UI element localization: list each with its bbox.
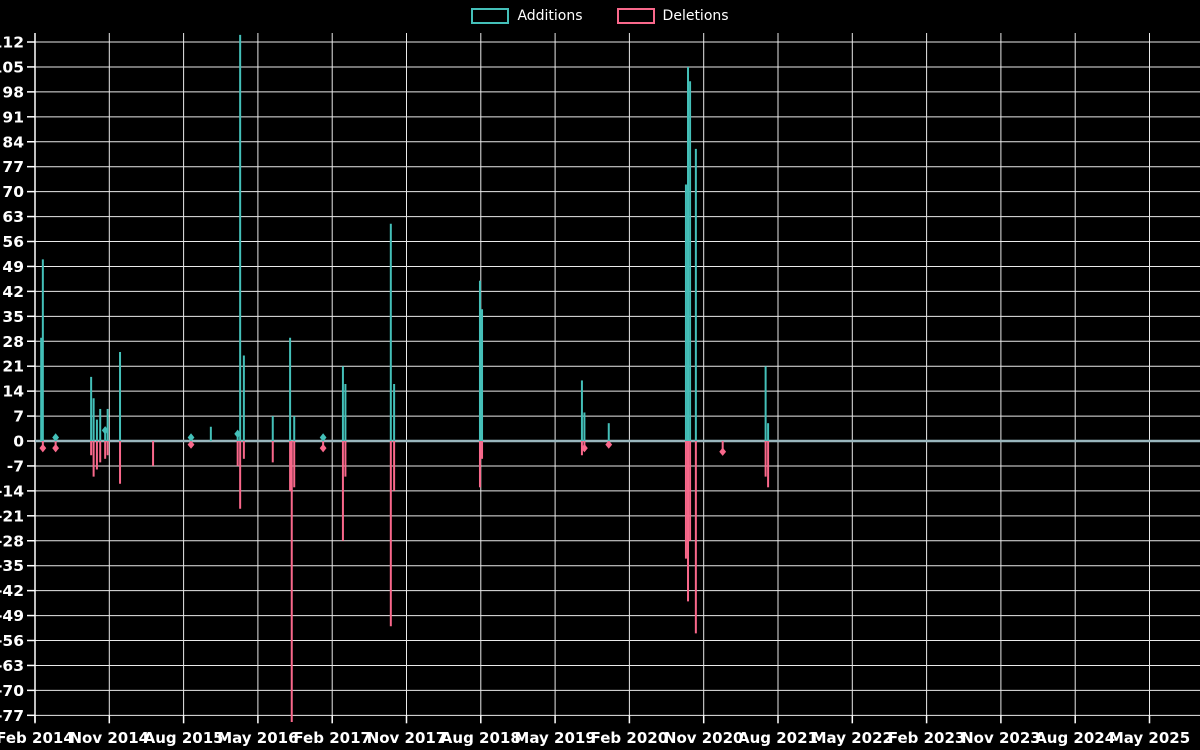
y-tick-label: -63 (0, 657, 24, 675)
x-tick-label: Aug 2021 (738, 729, 818, 747)
y-tick-label: -42 (0, 582, 24, 600)
y-tick-label: 21 (2, 358, 24, 376)
y-tick-label: -70 (0, 682, 24, 700)
x-tick-label: Feb 2020 (591, 729, 669, 747)
deletions-marker (319, 443, 327, 453)
y-tick-label: 14 (2, 383, 24, 401)
y-tick-label: 0 (13, 433, 24, 451)
x-tick-label: May 2022 (812, 729, 893, 747)
y-tick-label: 105 (0, 58, 24, 76)
x-tick-label: Feb 2014 (0, 729, 74, 747)
legend-label-deletions: Deletions (662, 8, 729, 24)
y-tick-label: 112 (0, 34, 24, 52)
deletions-marker (52, 443, 60, 453)
y-tick-label: 84 (2, 133, 24, 151)
deletions-marker (39, 443, 47, 453)
y-tick-label: 7 (13, 408, 24, 426)
x-tick-label: Nov 2020 (664, 729, 744, 747)
chart-legend: Additions Deletions (0, 7, 1200, 25)
y-tick-label: -56 (0, 632, 24, 650)
additions-swatch-icon (471, 8, 510, 24)
y-tick-label: 42 (2, 283, 24, 301)
y-tick-label: -49 (0, 607, 24, 625)
y-tick-label: 77 (2, 158, 24, 176)
legend-item-additions[interactable]: Additions (471, 7, 583, 25)
deletions-marker (719, 447, 727, 456)
x-tick-label: Aug 2018 (441, 729, 521, 747)
x-tick-label: Aug 2024 (1035, 729, 1115, 747)
y-tick-label: 91 (2, 108, 24, 126)
x-tick-label: Feb 2017 (293, 729, 371, 747)
y-tick-label: 56 (2, 233, 24, 251)
x-tick-label: May 2016 (217, 729, 298, 747)
y-tick-label: 35 (2, 308, 24, 326)
y-tick-label: -77 (0, 707, 24, 725)
x-tick-label: Nov 2023 (961, 729, 1041, 747)
y-tick-label: 98 (2, 83, 24, 101)
legend-item-deletions[interactable]: Deletions (616, 7, 729, 25)
y-tick-label: -7 (7, 457, 24, 475)
x-tick-label: Nov 2017 (367, 729, 447, 747)
deletions-marker (605, 440, 613, 449)
x-tick-label: May 2025 (1109, 729, 1190, 747)
x-tick-label: Nov 2014 (69, 729, 149, 747)
y-tick-label: -28 (0, 532, 24, 550)
deletions-swatch-icon (616, 8, 655, 24)
legend-label-additions: Additions (517, 8, 583, 24)
y-tick-label: 28 (2, 333, 24, 351)
x-tick-label: May 2019 (514, 729, 595, 747)
deletions-marker (187, 440, 195, 449)
x-tick-label: Feb 2023 (888, 729, 966, 747)
additions-marker (187, 433, 195, 442)
deletions-marker (581, 443, 588, 453)
additions-marker (319, 433, 327, 442)
additions-marker (52, 433, 60, 442)
y-tick-label: 63 (2, 208, 24, 226)
y-tick-label: -35 (0, 557, 24, 575)
y-tick-label: -21 (0, 507, 24, 525)
y-tick-label: 70 (2, 183, 24, 201)
x-tick-label: Aug 2015 (144, 729, 224, 747)
y-tick-label: 49 (2, 258, 24, 276)
y-tick-label: -14 (0, 482, 24, 500)
